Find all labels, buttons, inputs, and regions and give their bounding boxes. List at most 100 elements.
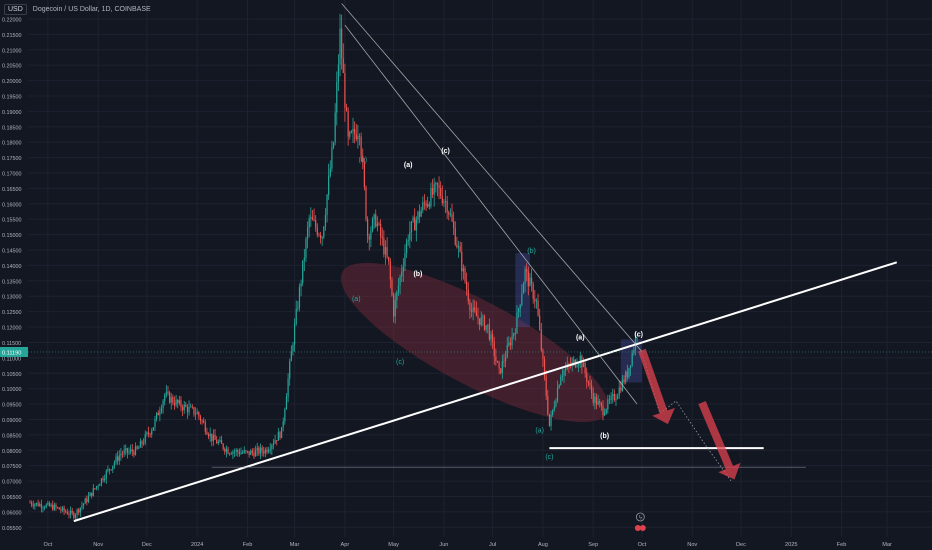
candle-body <box>504 357 507 362</box>
candle-body <box>589 383 591 385</box>
candle-body <box>427 204 429 207</box>
candle-body <box>405 241 408 254</box>
candle-body <box>522 283 525 294</box>
candle-body <box>175 399 177 406</box>
candle-body <box>66 512 68 515</box>
candle-body <box>415 219 417 231</box>
candle-body <box>188 406 190 413</box>
candle-body <box>563 370 565 376</box>
candle-body <box>451 214 453 222</box>
candle-body <box>506 345 508 358</box>
candle-body <box>232 451 234 455</box>
candle-body <box>578 363 580 366</box>
candle-body <box>63 507 65 512</box>
candle-body <box>60 509 62 511</box>
candle-body <box>100 478 103 485</box>
wave-label: (a) <box>404 162 413 169</box>
candle-body <box>431 188 434 195</box>
candle-body <box>360 136 362 156</box>
candle-body <box>271 445 273 450</box>
candle-body <box>586 373 588 382</box>
candle-body <box>535 300 538 302</box>
candle-body <box>389 261 391 280</box>
candle-body <box>295 308 297 324</box>
candle-body <box>487 324 489 326</box>
candle-body <box>297 307 299 309</box>
candle-body <box>238 452 240 455</box>
candle-body <box>248 451 250 455</box>
candle-body <box>203 420 205 423</box>
candle-body <box>258 447 260 454</box>
candle-body <box>485 325 487 330</box>
candle-body <box>350 131 352 133</box>
candle-body <box>256 447 258 451</box>
candle-body <box>498 362 500 369</box>
candle-body <box>78 509 80 513</box>
candle-body <box>113 462 116 466</box>
candle-body <box>472 307 474 312</box>
candle-body <box>319 234 322 239</box>
candle-body <box>373 214 375 220</box>
candle-body <box>268 450 270 452</box>
candle-body <box>82 503 85 506</box>
candle-body <box>147 432 150 434</box>
candle-body <box>547 396 549 414</box>
candle-body <box>358 136 361 138</box>
candle-body <box>500 368 502 374</box>
candle-body <box>357 136 359 140</box>
candle-body <box>136 446 138 449</box>
candle-body <box>94 488 96 490</box>
candle-body <box>584 362 586 374</box>
candle-body <box>31 502 33 505</box>
candle-body <box>168 392 171 403</box>
x-tick-label: Aug <box>538 542 548 548</box>
wave-label: (c) <box>545 454 553 461</box>
candle-body <box>159 411 161 416</box>
candle-body <box>123 450 125 454</box>
candle-body <box>181 407 184 411</box>
y-tick-label: 0.07500 <box>2 464 22 470</box>
candle-body <box>558 385 560 388</box>
currency-badge[interactable]: USD <box>4 4 27 15</box>
candle-body <box>347 110 349 137</box>
y-tick-label: 0.07000 <box>2 480 22 486</box>
y-tick-label: 0.19500 <box>2 94 22 100</box>
candle-body <box>227 448 229 454</box>
candle-body <box>206 431 208 435</box>
candle-body <box>115 456 117 463</box>
candle-body <box>292 344 294 352</box>
candle-body <box>81 505 83 508</box>
candle-body <box>394 300 396 317</box>
candle-body <box>306 227 309 240</box>
candle-body <box>315 220 317 228</box>
candle-body <box>259 447 262 454</box>
candle-body <box>220 440 223 444</box>
candle-body <box>186 406 189 413</box>
x-tick-label: Jul <box>489 542 496 548</box>
x-tick-label: May <box>388 542 399 548</box>
candle-body <box>45 504 47 508</box>
candle-body <box>194 414 197 415</box>
candle-body <box>272 443 275 446</box>
candle-body <box>561 375 564 377</box>
candle-body <box>422 202 424 211</box>
candle-body <box>582 362 585 368</box>
candle-body <box>287 378 289 397</box>
candle-body <box>134 446 137 455</box>
candle-body <box>443 201 445 204</box>
candle-body <box>345 107 348 111</box>
y-tick-label: 0.12500 <box>2 310 22 316</box>
candle-body <box>600 403 602 406</box>
candle-body <box>514 333 516 335</box>
candle-body <box>139 441 141 448</box>
candle-body <box>32 504 34 507</box>
candle-body <box>402 266 404 272</box>
candle-body <box>508 342 510 346</box>
candle-body <box>237 450 239 453</box>
candle-body <box>177 399 179 404</box>
candle-body <box>334 112 336 143</box>
candle-body <box>529 277 531 287</box>
candle-body <box>157 412 159 416</box>
